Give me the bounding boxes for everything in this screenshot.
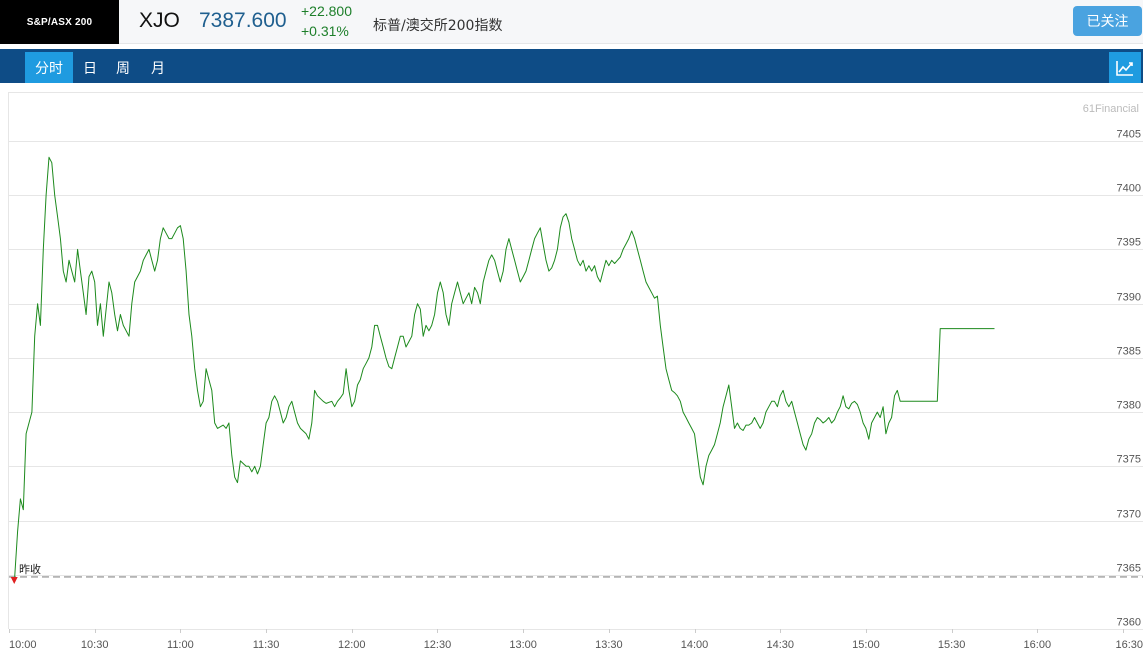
y-tick-label: 7390 (1117, 292, 1141, 304)
last-price: 7387.600 (199, 9, 287, 32)
prev-close-label: 昨收 (19, 562, 41, 576)
x-tick-label: 15:30 (938, 639, 966, 651)
intraday-chart: 7405 7400 7395 7390 7385 7380 7375 7370 7365 7360… (8, 92, 1143, 651)
y-tick-label: 7400 (1117, 183, 1141, 195)
y-tick-label: 7405 (1117, 129, 1141, 141)
y-tick-label: 7365 (1117, 563, 1141, 575)
x-tick-label: 10:30 (81, 639, 109, 651)
line-chart-icon (1116, 60, 1133, 76)
x-tick-label: 11:30 (253, 639, 280, 651)
tab-intraday[interactable]: 分时 (25, 52, 73, 83)
ticker-symbol: XJO (139, 9, 180, 32)
x-tick-label: 14:00 (681, 639, 709, 651)
price-line (14, 156, 995, 577)
y-axis-labels: 7405 7400 7395 7390 7385 7380 7375 7370 7365 7360 (1117, 129, 1141, 629)
x-tick-label: 11:00 (167, 639, 194, 651)
price-change: +22.800 (301, 3, 352, 19)
y-tick-label: 7375 (1117, 454, 1141, 466)
y-tick-label: 7395 (1117, 237, 1141, 249)
x-tick-label: 10:00 (9, 639, 37, 651)
x-tick-label: 13:30 (595, 639, 623, 651)
index-name: 标普/澳交所200指数 (373, 18, 503, 34)
x-tick-label: 13:00 (509, 639, 537, 651)
watermark: 61Financial (1083, 103, 1139, 115)
open-marker (10, 576, 18, 584)
x-axis-labels: 10:00 10:30 11:00 11:30 12:00 12:30 13:00 13:30… (9, 629, 1143, 651)
x-tick-label: 15:00 (852, 639, 880, 651)
quote-header: S&P/ASX 200 XJO 7387.600 +22.800 +0.31% … (0, 0, 1143, 44)
period-tab-bar: 分时 日 周 月 (0, 49, 1143, 83)
index-logo: S&P/ASX 200 (0, 0, 119, 44)
x-tick-label: 14:30 (766, 639, 794, 651)
tab-weekly[interactable]: 周 (116, 60, 130, 77)
x-tick-label: 16:30 (1115, 639, 1143, 651)
y-tick-label: 7385 (1117, 346, 1141, 358)
x-tick-label: 12:30 (424, 639, 452, 651)
y-tick-label: 7370 (1117, 509, 1141, 521)
x-tick-label: 16:00 (1024, 639, 1052, 651)
chart-type-button[interactable] (1109, 52, 1141, 83)
y-tick-label: 7380 (1117, 400, 1141, 412)
tab-daily[interactable]: 日 (83, 60, 97, 77)
price-change-percent: +0.31% (301, 23, 349, 39)
tab-monthly[interactable]: 月 (151, 60, 165, 77)
x-tick-label: 12:00 (338, 639, 366, 651)
grid-lines (8, 92, 1143, 630)
y-tick-label: 7360 (1117, 617, 1141, 629)
follow-button[interactable]: 已关注 (1073, 6, 1142, 36)
